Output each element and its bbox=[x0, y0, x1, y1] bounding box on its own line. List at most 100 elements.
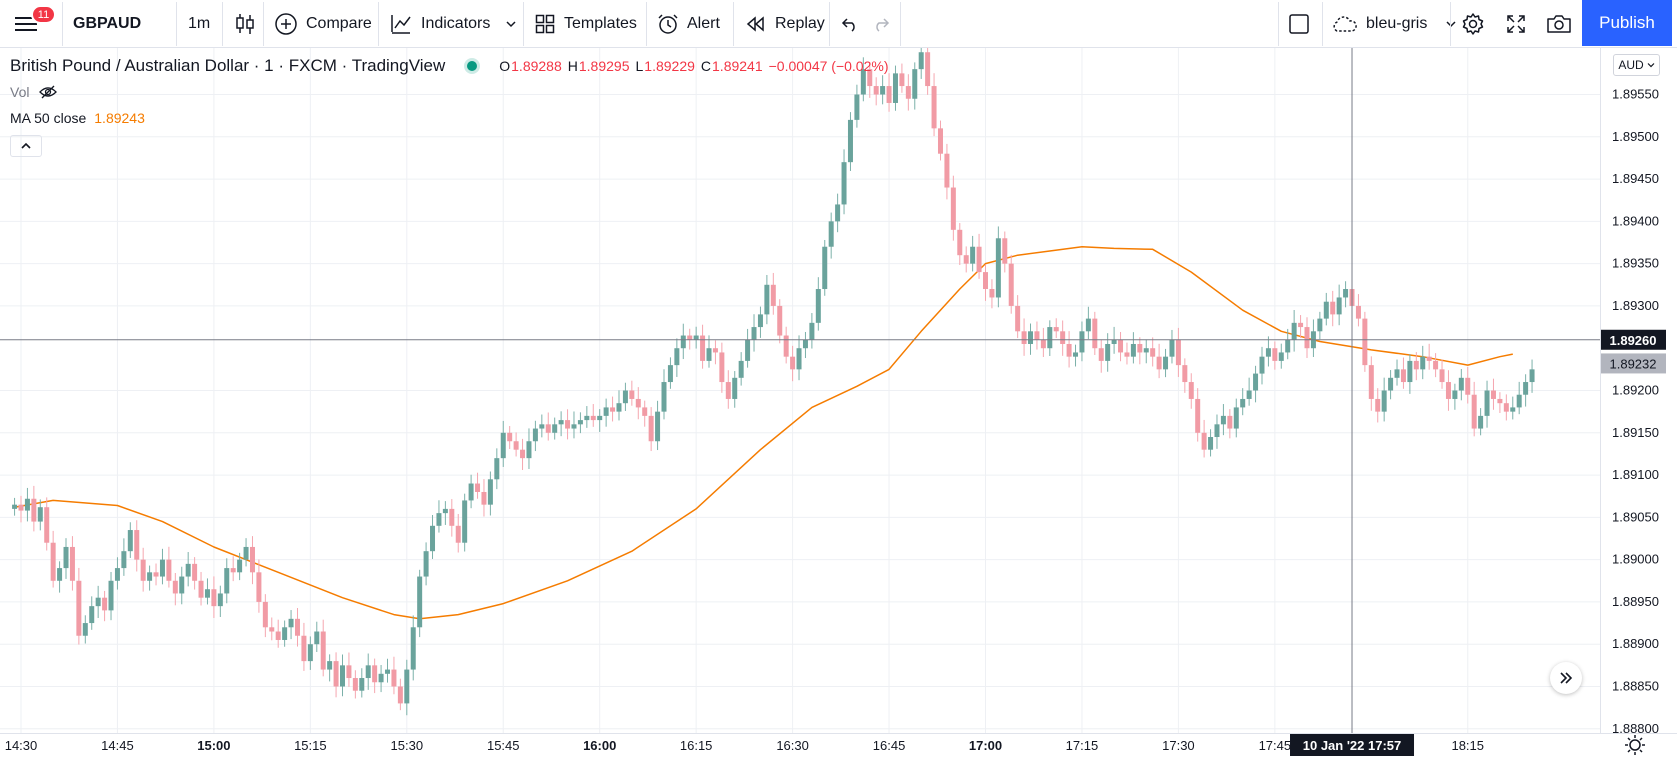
ma-indicator-label[interactable]: MA 50 close bbox=[10, 110, 87, 126]
ohlc-close: C1.89241 bbox=[700, 58, 763, 74]
candle-body bbox=[1413, 360, 1419, 370]
layout-button[interactable]: bleu-gris bbox=[1330, 0, 1457, 48]
snapshot-button[interactable] bbox=[1546, 0, 1572, 48]
interval-button[interactable]: 1m bbox=[188, 0, 210, 48]
candle-body bbox=[1343, 289, 1349, 298]
candle-body bbox=[31, 498, 37, 522]
candles-icon bbox=[236, 14, 254, 34]
candle-body bbox=[12, 504, 18, 509]
candle-body bbox=[1233, 407, 1239, 429]
candle-body bbox=[944, 153, 950, 188]
candle-body bbox=[1426, 356, 1432, 361]
candle-body bbox=[1220, 415, 1226, 425]
compare-button[interactable]: Compare bbox=[274, 0, 372, 48]
candle-body bbox=[520, 449, 526, 459]
price-axis[interactable]: 1.89550 1.89500 1.89450 1.89400 1.89350 1.893… bbox=[1612, 87, 1659, 736]
candle-body bbox=[1188, 382, 1194, 399]
candle-body bbox=[1478, 415, 1484, 429]
chart-type-button[interactable] bbox=[234, 0, 256, 48]
candle-body bbox=[410, 627, 416, 670]
settings-button[interactable] bbox=[1461, 0, 1485, 48]
series-title[interactable]: British Pound / Australian Dollar · 1 · … bbox=[10, 56, 446, 75]
compare-label: Compare bbox=[306, 15, 372, 32]
candle-body bbox=[1407, 360, 1413, 383]
candle-body bbox=[89, 606, 95, 624]
candle-body bbox=[1073, 352, 1079, 357]
camera-icon bbox=[1547, 15, 1571, 33]
symbol-search[interactable]: GBPAUD bbox=[73, 0, 141, 48]
candle-body bbox=[1388, 377, 1394, 391]
candle-body bbox=[989, 289, 995, 298]
candle-body bbox=[1394, 369, 1400, 378]
candle-body bbox=[1227, 415, 1233, 429]
candle-body bbox=[1085, 318, 1091, 332]
alert-button[interactable]: Alert bbox=[657, 0, 720, 48]
templates-button[interactable]: Templates bbox=[535, 0, 637, 48]
candle-body bbox=[436, 513, 442, 526]
candle-body bbox=[1355, 305, 1361, 319]
ohlc-open: O1.89288 bbox=[499, 58, 562, 74]
fullscreen-button[interactable] bbox=[1506, 0, 1526, 48]
candle-body bbox=[667, 365, 673, 383]
gear-icon bbox=[1462, 13, 1484, 35]
candle-series bbox=[12, 48, 1535, 716]
candle-body bbox=[1169, 339, 1175, 357]
candle-body bbox=[1272, 348, 1278, 361]
eye-off-icon[interactable] bbox=[38, 84, 58, 100]
price-tick-label: 1.89550 bbox=[1612, 87, 1659, 102]
collapse-legend-button[interactable] bbox=[10, 135, 42, 157]
indicators-button[interactable]: Indicators bbox=[390, 0, 490, 48]
candle-body bbox=[1246, 390, 1252, 399]
price-tick-label: 1.89100 bbox=[1612, 467, 1659, 482]
candle-body bbox=[983, 272, 988, 290]
notification-badge: 11 bbox=[31, 5, 56, 24]
redo-button[interactable] bbox=[872, 0, 890, 48]
candle-body bbox=[494, 458, 500, 480]
replay-button[interactable]: Replay bbox=[746, 0, 825, 48]
price-tick-label: 1.89400 bbox=[1612, 213, 1659, 228]
volume-indicator-label[interactable]: Vol bbox=[10, 84, 30, 100]
candle-body bbox=[481, 491, 487, 505]
candle-body bbox=[294, 618, 300, 636]
candle-body bbox=[603, 407, 609, 416]
price-tick-label: 1.88950 bbox=[1612, 594, 1659, 609]
axis-settings-button[interactable] bbox=[1625, 735, 1645, 755]
candle-body bbox=[192, 563, 198, 581]
candle-body bbox=[1298, 322, 1304, 328]
candle-body bbox=[693, 335, 699, 340]
top-toolbar: 11 GBPAUD 1m Compare Indicators Template… bbox=[0, 0, 1677, 48]
layout-name: bleu-gris bbox=[1366, 15, 1428, 32]
candle-body bbox=[539, 424, 545, 429]
chevron-down-icon bbox=[1647, 63, 1655, 68]
candle-body bbox=[1175, 339, 1181, 366]
candle-body bbox=[822, 246, 828, 290]
indicators-dropdown[interactable] bbox=[505, 0, 517, 48]
time-tick-label: 15:00 bbox=[197, 738, 230, 753]
price-axis-border bbox=[1600, 48, 1601, 734]
templates-icon bbox=[535, 14, 555, 34]
price-chart[interactable]: 1.89550 1.89500 1.89450 1.89400 1.89350 1.893… bbox=[0, 48, 1677, 761]
menu-button[interactable] bbox=[14, 0, 54, 48]
replay-label: Replay bbox=[775, 15, 825, 32]
time-tick-label: 17:45 bbox=[1259, 738, 1292, 753]
drawing-mode-button[interactable] bbox=[1288, 0, 1310, 48]
time-tick-label: 16:30 bbox=[776, 738, 809, 753]
candle-body bbox=[1143, 348, 1149, 353]
publish-button[interactable]: Publish bbox=[1582, 0, 1672, 46]
interval-label: 1m bbox=[188, 15, 211, 32]
candle-body bbox=[892, 73, 898, 103]
candle-body bbox=[970, 246, 976, 264]
candle-body bbox=[275, 631, 281, 640]
time-axis[interactable]: 14:30 14:45 15:00 15:15 15:30 15:45 16:00 16:15… bbox=[5, 738, 1484, 753]
chevron-down-icon bbox=[506, 21, 516, 28]
candle-body bbox=[1195, 398, 1201, 433]
candle-body bbox=[1182, 365, 1188, 383]
currency-select[interactable]: AUD bbox=[1613, 54, 1660, 76]
candle-body bbox=[147, 572, 153, 581]
scroll-to-realtime-button[interactable] bbox=[1550, 662, 1582, 694]
indicators-label: Indicators bbox=[421, 15, 491, 32]
candle-body bbox=[642, 407, 648, 416]
price-tick-label: 1.89050 bbox=[1612, 509, 1659, 524]
undo-button[interactable] bbox=[841, 0, 859, 48]
redo-icon bbox=[876, 18, 890, 32]
